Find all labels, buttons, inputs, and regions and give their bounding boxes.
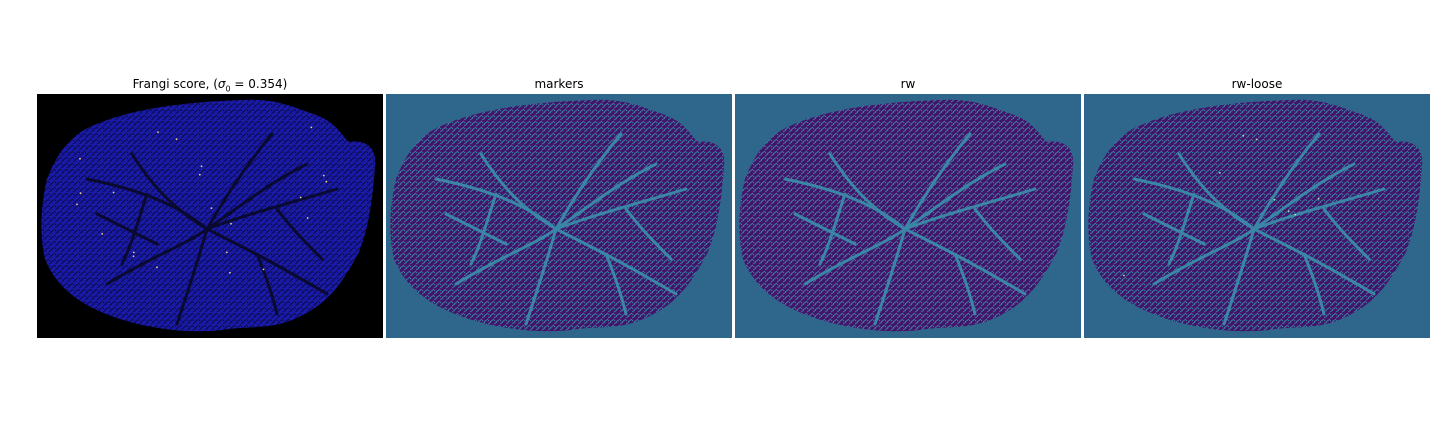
highlight-speck bbox=[1255, 138, 1258, 141]
highlight-speck bbox=[322, 174, 325, 177]
highlight-speck bbox=[1123, 274, 1125, 277]
vein bbox=[275, 207, 324, 261]
vein bbox=[1152, 227, 1256, 286]
markers-image bbox=[386, 94, 732, 338]
highlight-speck bbox=[112, 191, 115, 194]
vein bbox=[1177, 152, 1256, 231]
vein bbox=[973, 207, 1022, 261]
highlight-speck bbox=[310, 126, 313, 129]
vein bbox=[903, 132, 972, 231]
highlight-speck bbox=[157, 131, 159, 133]
tissue-region bbox=[41, 99, 376, 332]
vein bbox=[624, 207, 673, 261]
tissue-svg bbox=[37, 94, 383, 338]
panel-title-markers: markers bbox=[534, 77, 584, 91]
vein bbox=[454, 227, 558, 286]
vein bbox=[205, 187, 339, 231]
vein bbox=[205, 227, 329, 296]
tissue-region bbox=[1088, 99, 1423, 332]
highlight-speck bbox=[200, 165, 203, 168]
vein bbox=[1252, 162, 1356, 231]
highlight-speck bbox=[210, 207, 213, 210]
vein bbox=[903, 162, 1007, 231]
highlight-speck bbox=[198, 173, 201, 176]
highlight-speck bbox=[1273, 198, 1276, 201]
highlight-speck bbox=[76, 203, 78, 206]
tissue-svg bbox=[735, 94, 1081, 338]
vein bbox=[953, 252, 977, 316]
vein bbox=[479, 152, 558, 231]
rw-loose-image bbox=[1084, 94, 1430, 338]
highlight-speck bbox=[79, 157, 81, 160]
tissue-region bbox=[739, 99, 1074, 332]
highlight-speck bbox=[1287, 210, 1290, 212]
vein bbox=[903, 227, 1027, 296]
vein bbox=[255, 252, 279, 316]
highlight-speck bbox=[262, 268, 265, 271]
highlight-speck bbox=[225, 251, 228, 254]
tissue-svg bbox=[386, 94, 732, 338]
vein bbox=[1222, 227, 1256, 326]
highlight-speck bbox=[1317, 197, 1320, 200]
tissue-region bbox=[390, 99, 725, 332]
vein bbox=[1252, 132, 1321, 231]
highlight-speck bbox=[132, 251, 135, 254]
highlight-speck bbox=[132, 255, 135, 258]
frangi-score-image bbox=[37, 94, 383, 338]
vein bbox=[205, 132, 274, 231]
highlight-speck bbox=[325, 180, 328, 183]
highlight-speck bbox=[156, 266, 158, 269]
panel-title-frangi: Frangi score, (σ0 = 0.354) bbox=[132, 77, 288, 94]
rw-image bbox=[735, 94, 1081, 338]
vein bbox=[554, 187, 688, 231]
vein bbox=[105, 227, 209, 286]
highlight-speck bbox=[79, 192, 82, 195]
vein bbox=[1252, 187, 1386, 231]
vein bbox=[1142, 212, 1206, 246]
vein bbox=[444, 212, 508, 246]
highlight-speck bbox=[229, 271, 231, 274]
vein bbox=[1322, 207, 1371, 261]
vein bbox=[604, 252, 628, 316]
vein bbox=[554, 162, 658, 231]
vein bbox=[803, 227, 907, 286]
highlight-speck bbox=[306, 217, 309, 219]
vein bbox=[873, 227, 907, 326]
vein bbox=[828, 152, 907, 231]
vein bbox=[1252, 227, 1376, 296]
tissue-svg bbox=[1084, 94, 1430, 338]
vein bbox=[205, 162, 309, 231]
highlight-speck bbox=[1294, 213, 1297, 216]
highlight-speck bbox=[299, 196, 302, 199]
highlight-speck bbox=[230, 222, 232, 225]
panel-title-rw: rw bbox=[900, 77, 916, 91]
vein bbox=[793, 212, 857, 246]
vein bbox=[524, 227, 558, 326]
highlight-speck bbox=[175, 138, 178, 141]
vein bbox=[903, 187, 1037, 231]
vein bbox=[95, 212, 159, 246]
vein bbox=[130, 152, 209, 231]
panel-title-rw-loose: rw-loose bbox=[1231, 77, 1283, 91]
vein bbox=[554, 227, 678, 296]
highlight-speck bbox=[1242, 134, 1245, 137]
vein bbox=[175, 227, 209, 326]
highlight-speck bbox=[1219, 172, 1221, 174]
vein bbox=[1302, 252, 1326, 316]
vein bbox=[554, 132, 623, 231]
highlight-speck bbox=[101, 233, 104, 235]
